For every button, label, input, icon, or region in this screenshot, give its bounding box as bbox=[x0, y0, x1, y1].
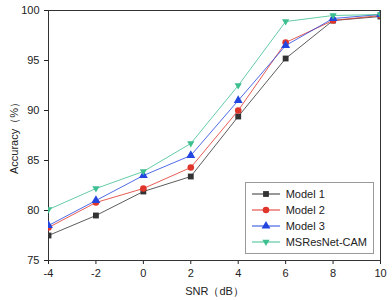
svg-text:SNR（dB）: SNR（dB） bbox=[185, 285, 244, 297]
html-text:Model 1: Model 1 bbox=[285, 188, 325, 200]
svg-text:10: 10 bbox=[374, 267, 386, 279]
svg-text:4: 4 bbox=[235, 267, 241, 279]
svg-text:75: 75 bbox=[27, 254, 39, 266]
svg-text:8: 8 bbox=[330, 267, 336, 279]
svg-text:-4: -4 bbox=[44, 267, 54, 279]
html-text:Model 3: Model 3 bbox=[285, 220, 325, 232]
svg-text:100: 100 bbox=[21, 4, 39, 16]
svg-text:Accuracy（%）: Accuracy（%） bbox=[8, 97, 20, 174]
html-text:MSResNet-CAM: MSResNet-CAM bbox=[285, 236, 367, 248]
svg-text:95: 95 bbox=[27, 54, 39, 66]
svg-text:-2: -2 bbox=[91, 267, 101, 279]
svg-text:2: 2 bbox=[188, 267, 194, 279]
svg-text:0: 0 bbox=[140, 267, 146, 279]
svg-text:80: 80 bbox=[27, 204, 39, 216]
svg-text:6: 6 bbox=[283, 267, 289, 279]
html-text:Model 2: Model 2 bbox=[285, 204, 325, 216]
svg-text:85: 85 bbox=[27, 154, 39, 166]
svg-text:90: 90 bbox=[27, 104, 39, 116]
